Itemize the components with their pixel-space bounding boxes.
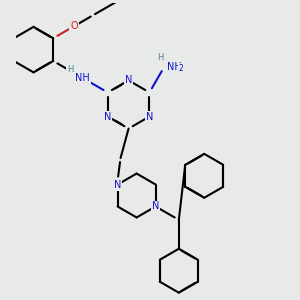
Text: N: N (146, 112, 153, 122)
Text: N: N (152, 202, 159, 212)
Text: N: N (125, 75, 132, 85)
Text: 2: 2 (178, 64, 183, 73)
Text: H: H (67, 65, 74, 74)
Text: NH: NH (75, 73, 90, 83)
Text: O: O (70, 21, 78, 31)
Text: H: H (157, 53, 163, 62)
Text: N: N (104, 112, 111, 122)
Text: NH: NH (167, 62, 182, 72)
Text: N: N (114, 179, 121, 190)
